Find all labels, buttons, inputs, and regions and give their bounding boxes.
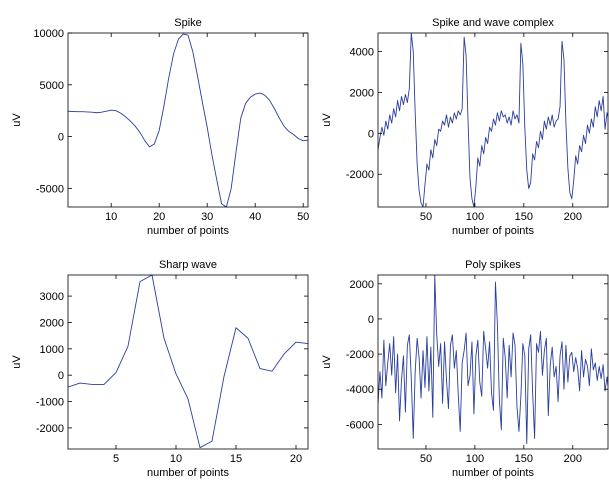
- series-line-spike: [68, 33, 308, 207]
- y-axis-label: uV: [321, 355, 333, 369]
- y-tick-label: 0: [58, 370, 64, 382]
- axes-frame: [67, 274, 309, 450]
- x-tick-label: 40: [249, 211, 261, 223]
- y-tick-label: 5000: [40, 80, 64, 92]
- y-tick-label: 2000: [350, 87, 374, 99]
- x-axis-label: number of points: [452, 467, 534, 479]
- chart-spike: 10 20 30 40 50 -5000 0 5000 10000 Spike number of …: [11, 17, 309, 237]
- y-tick-label: 1000: [40, 344, 64, 356]
- x-tick-label: 150: [515, 211, 533, 223]
- x-tick-label: 50: [420, 211, 432, 223]
- y-tick-label: 4000: [350, 46, 374, 58]
- axes-frame: [377, 274, 609, 450]
- y-tick-label: -5000: [36, 183, 64, 195]
- x-axis-label: number of points: [147, 467, 229, 479]
- y-axis-label: uV: [11, 355, 23, 369]
- y-tick-label: 0: [368, 314, 374, 326]
- x-tick-label: 20: [153, 211, 165, 223]
- x-tick-label: 200: [564, 211, 582, 223]
- chart-title: Spike and wave complex: [432, 17, 554, 29]
- y-tick-label: 0: [368, 128, 374, 140]
- chart-title: Spike: [174, 17, 202, 29]
- y-tick-label: -1000: [36, 397, 64, 409]
- chart-sharp-wave: 5 10 15 20 -2000 -1000 0 1000 2000 3000 Sharp wave…: [11, 259, 309, 479]
- axes-frame: [67, 32, 309, 208]
- chart-title: Sharp wave: [159, 259, 217, 271]
- y-tick-label: 0: [58, 132, 64, 144]
- x-axis-label: number of points: [147, 225, 229, 237]
- x-tick-label: 100: [466, 453, 484, 465]
- series-line-spike-and-wave-complex: [378, 33, 608, 207]
- chart-title: Poly spikes: [465, 259, 521, 271]
- x-tick-label: 100: [466, 211, 484, 223]
- y-tick-label: 2000: [40, 317, 64, 329]
- y-tick-label: -4000: [346, 384, 374, 396]
- chart-spike-and-wave-complex: 50 100 150 200 -2000 0 2000 4000 Spike and wave …: [321, 17, 609, 237]
- y-tick-label: -2000: [346, 169, 374, 181]
- x-tick-label: 10: [170, 453, 182, 465]
- y-tick-label: -6000: [346, 419, 374, 431]
- y-tick-label: -2000: [36, 423, 64, 435]
- x-tick-label: 5: [113, 453, 119, 465]
- y-tick-label: -2000: [346, 349, 374, 361]
- x-axis-label: number of points: [452, 225, 534, 237]
- y-axis-label: uV: [11, 113, 23, 127]
- x-tick-label: 150: [515, 453, 533, 465]
- series-line-poly-spikes: [378, 275, 608, 445]
- x-tick-label: 50: [420, 453, 432, 465]
- x-tick-label: 200: [564, 453, 582, 465]
- series-line-sharp-wave: [68, 275, 308, 449]
- y-axis-label: uV: [321, 113, 333, 127]
- y-tick-label: 2000: [350, 279, 374, 291]
- chart-poly-spikes: 50 100 150 200 -6000 -4000 -2000 0 2000 Poly spik…: [321, 259, 609, 479]
- x-tick-label: 30: [201, 211, 213, 223]
- axes-frame: [377, 32, 609, 208]
- y-tick-label: 10000: [33, 28, 64, 40]
- y-tick-label: 3000: [40, 291, 64, 303]
- x-tick-label: 20: [290, 453, 302, 465]
- x-tick-label: 10: [105, 211, 117, 223]
- x-tick-label: 50: [297, 211, 309, 223]
- x-tick-label: 15: [230, 453, 242, 465]
